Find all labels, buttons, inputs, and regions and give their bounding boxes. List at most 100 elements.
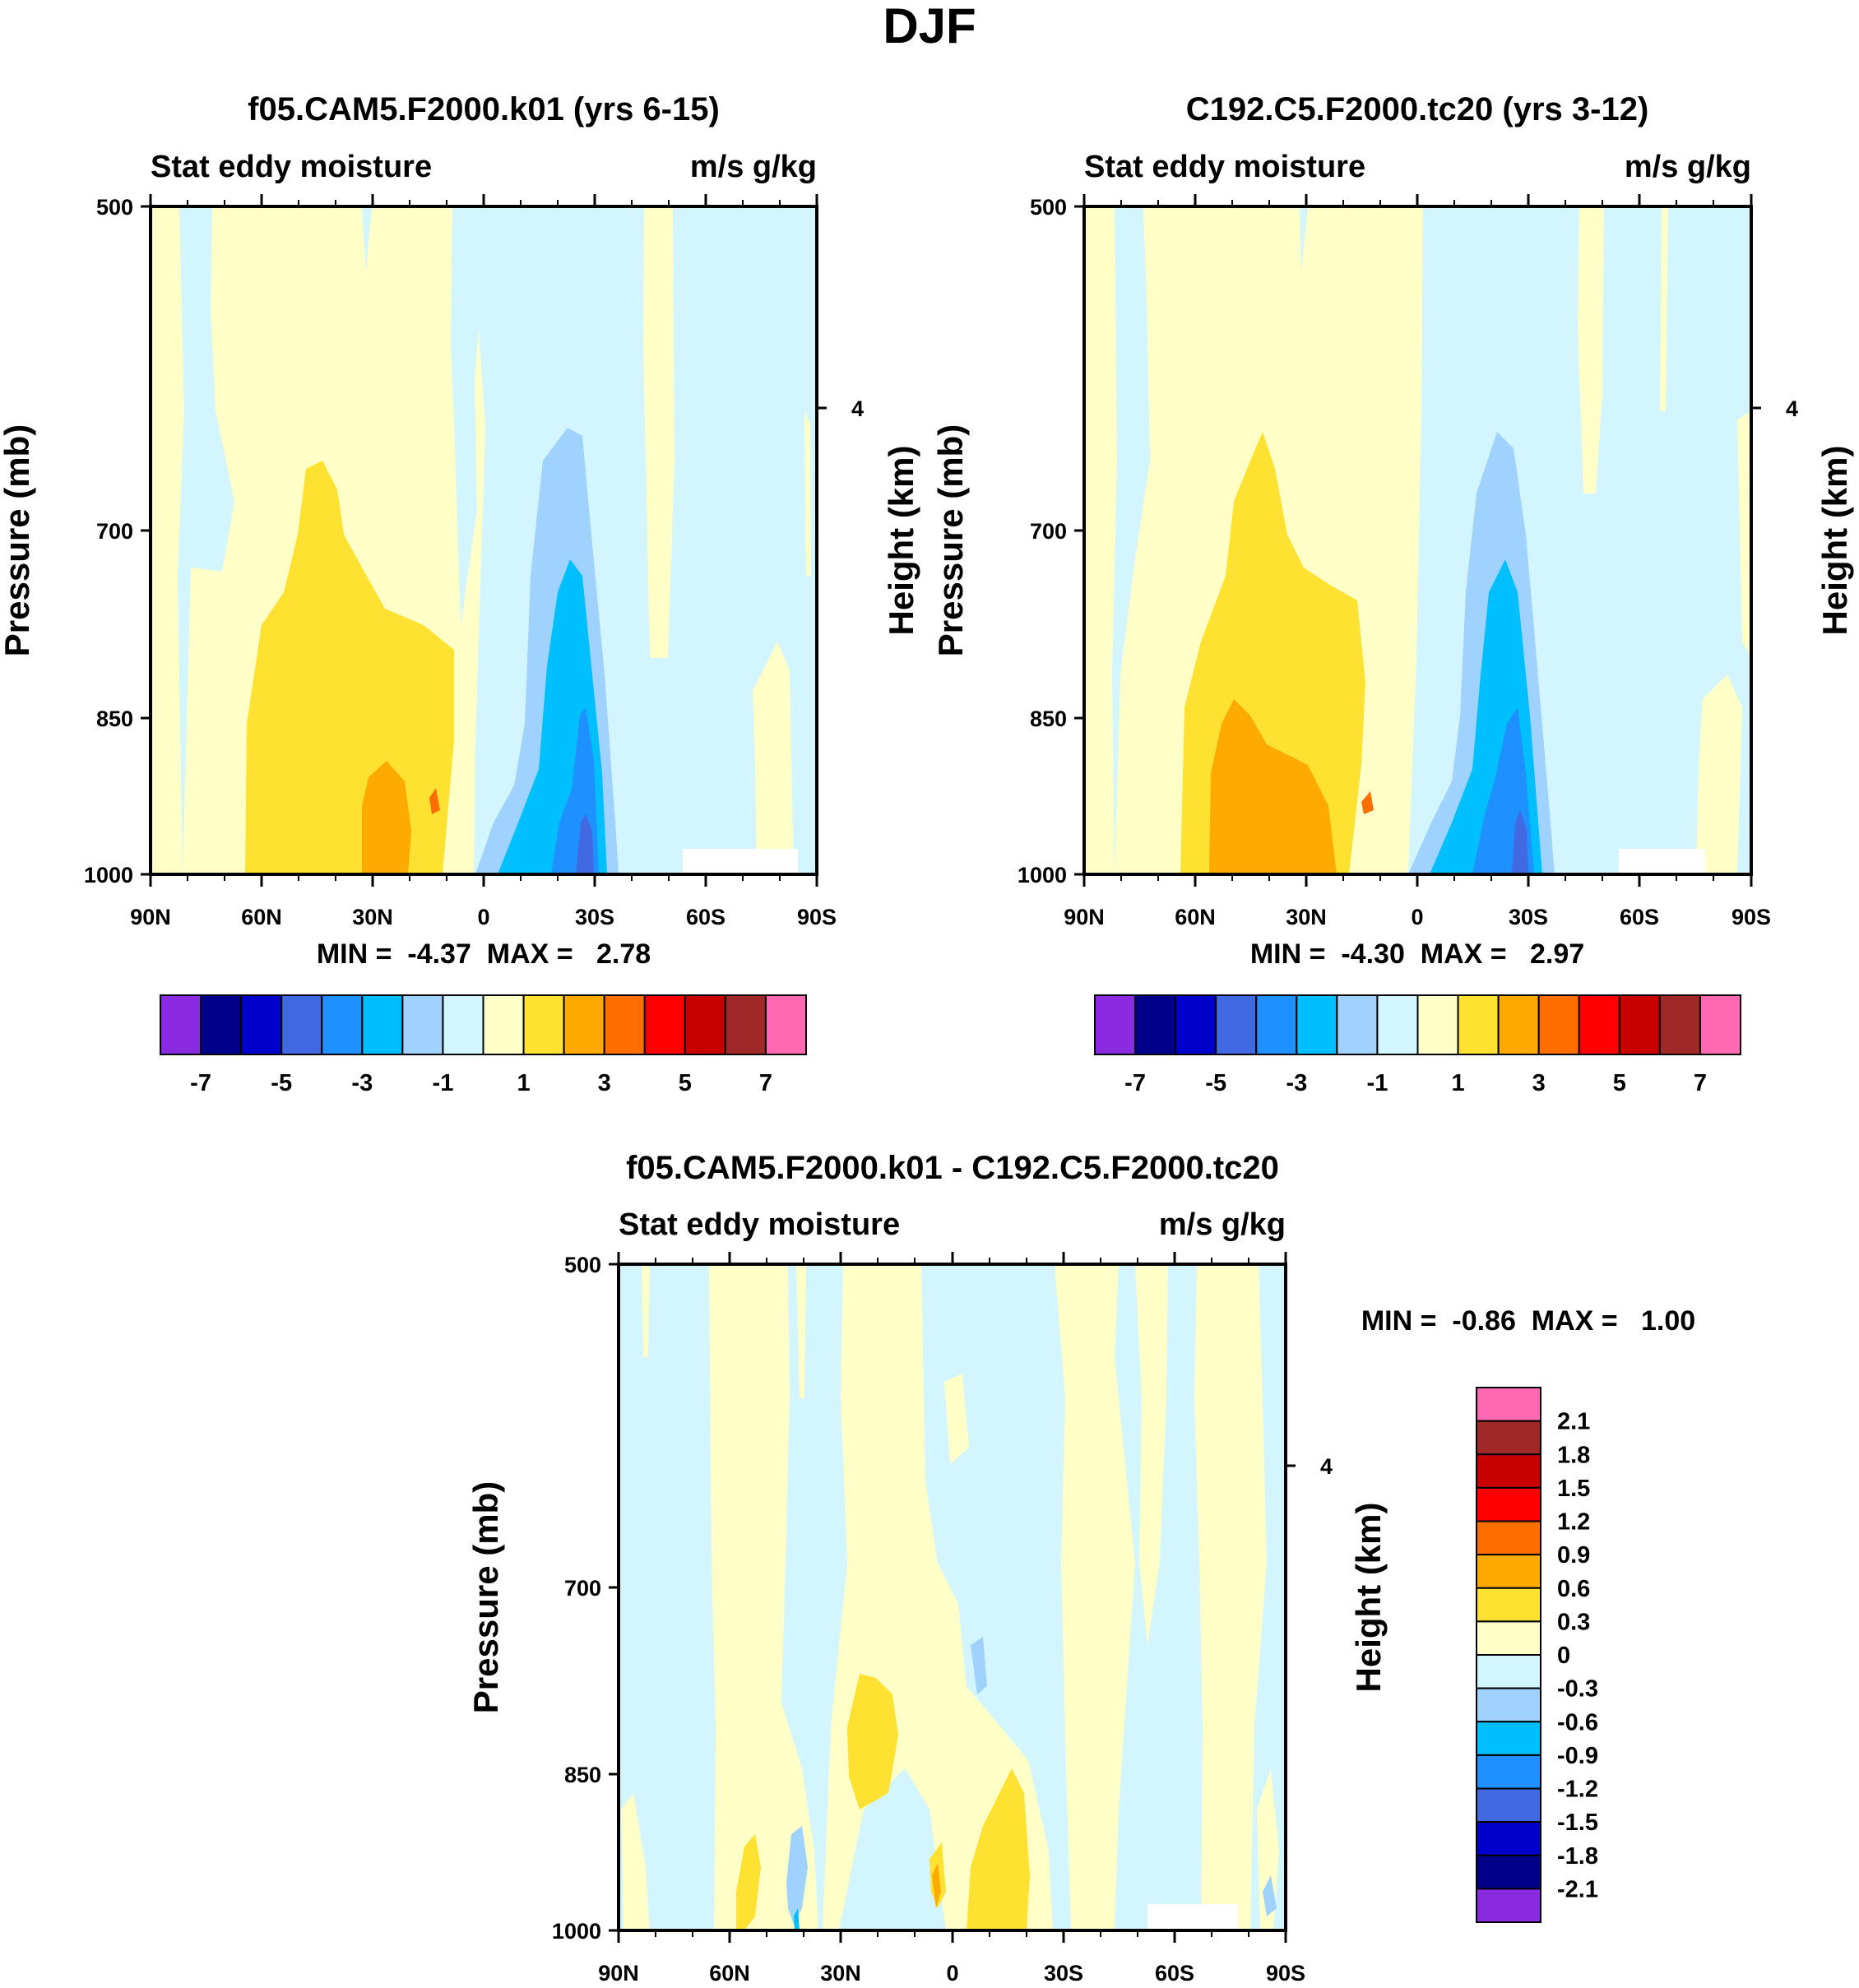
colorbar-3-swatch-9 [1476, 1687, 1541, 1723]
colorbar-1-swatch-13 [684, 994, 726, 1055]
colorbar-3-swatch-3 [1476, 1486, 1541, 1522]
colorbar-3-swatch-4 [1476, 1520, 1541, 1556]
panel-3-ytick-850: 850 [564, 1763, 601, 1787]
panel-3-fill-pos-2 [621, 1793, 650, 1930]
panel-2-fill-pos-3 [1578, 206, 1604, 494]
colorbar-1-swatch-1 [200, 994, 243, 1055]
panel-3-xtick-90n: 90N [598, 1961, 639, 1986]
colorbar-3-label-2: 1.5 [1557, 1476, 1590, 1502]
panel-1-xtick-60n: 60N [241, 905, 282, 929]
colorbar-1-label-3: -1 [433, 1070, 454, 1096]
panel-2-fill-pos-4 [1660, 206, 1668, 411]
colorbar-2-swatch-0 [1094, 994, 1137, 1055]
colorbar-3-swatch-1 [1476, 1420, 1541, 1456]
colorbar-3-swatch-7 [1476, 1620, 1541, 1656]
colorbar-3-swatch-0 [1476, 1387, 1541, 1422]
colorbar-1-label-5: 3 [598, 1070, 611, 1096]
colorbar-1-swatch-3 [280, 994, 323, 1055]
colorbar-1-swatch-8 [482, 994, 525, 1055]
colorbar-2-swatch-14 [1658, 994, 1701, 1055]
colorbar-3-label-1: 1.8 [1557, 1442, 1590, 1468]
panel-2-xtick-0: 0 [1411, 905, 1423, 929]
panel-3-minor-ticks [655, 1258, 1249, 1937]
panel-3-fill-pos-3 [709, 1264, 818, 1930]
panel-1-tick-marks [141, 194, 827, 887]
panel-2-fill-pos-9 [1361, 791, 1374, 814]
panel-3-xtick-60n: 60N [709, 1961, 750, 1986]
colorbar-3-label-12: -1.5 [1557, 1810, 1598, 1836]
colorbar-1-label-0: -7 [190, 1070, 211, 1096]
panel-3-xtick-30n: 30N [820, 1961, 861, 1986]
panel-1-fill-pos-6 [245, 461, 454, 874]
colorbar-3-swatch-5 [1476, 1554, 1541, 1589]
panel-3-fill-pos-15 [932, 1863, 941, 1908]
panel-2-ylabel: Pressure (mb) [931, 424, 970, 656]
panel-1-fill-pos-7 [362, 761, 411, 874]
colorbar-1-swatch-9 [522, 994, 565, 1055]
colorbar-3-label-13: -1.8 [1557, 1843, 1598, 1870]
colorbar-1-swatch-2 [240, 994, 283, 1055]
colorbar-1-label-4: 1 [517, 1070, 530, 1096]
colorbar-2-swatch-7 [1376, 994, 1419, 1055]
panel-1: f05.CAM5.F2000.k01 (yrs 6-15) Stat eddy … [0, 91, 920, 970]
panel-1-ylabel: Pressure (mb) [0, 424, 36, 656]
colorbar-2-swatch-15 [1699, 994, 1741, 1055]
colorbar-panel-3: 2.1 1.8 1.5 1.2 0.9 0.6 0.3 0 -0.3 -0.6 -0.9 -1.2 -1… [1476, 1387, 1598, 1923]
colorbar-2-swatch-10 [1497, 994, 1540, 1055]
colorbar-1-swatch-0 [160, 994, 202, 1055]
panel-3-variable-label: Stat eddy moisture [619, 1207, 900, 1242]
panel-1-ylabel-right: Height (km) [882, 446, 920, 636]
panel-1-ytick-500: 500 [96, 195, 133, 220]
panel-3-xtick-60s: 60S [1155, 1961, 1194, 1986]
panel-2-xtick-90n: 90N [1064, 905, 1105, 929]
panel-3-fill-pos-7 [1055, 1264, 1135, 1930]
panel-1-min-max: MIN = -4.37 MAX = 2.78 [317, 938, 651, 970]
panel-3-yright-tick-4: 4 [1320, 1454, 1333, 1479]
panel-3-fill-pos-13 [967, 1768, 1030, 1930]
panel-3-fill-neg-1 [786, 1826, 808, 1925]
panel-2-xtick-30s: 30S [1509, 905, 1548, 929]
panel-3-fill-pos-1 [642, 1264, 650, 1357]
colorbar-3-label-7: 0 [1557, 1643, 1570, 1669]
panel-1-fill-pos-3 [643, 206, 675, 658]
colorbar-3-label-10: -0.9 [1557, 1743, 1598, 1769]
colorbar-3-label-9: -0.6 [1557, 1709, 1598, 1735]
colorbar-1-swatch-5 [361, 994, 404, 1055]
colorbar-1-swatch-10 [563, 994, 605, 1055]
colorbar-2-label-4: 1 [1451, 1070, 1464, 1096]
colorbar-3-label-5: 0.6 [1557, 1576, 1590, 1602]
panel-2: C192.C5.F2000.tc20 (yrs 3-12) Stat eddy … [931, 91, 1854, 970]
colorbar-1-label-1: -5 [271, 1070, 292, 1096]
panel-2-xtick-60n: 60N [1175, 905, 1216, 929]
colorbar-2-label-6: 5 [1613, 1070, 1626, 1096]
colorbar-2-swatch-12 [1578, 994, 1620, 1055]
colorbar-3-swatch-15 [1476, 1888, 1541, 1923]
colorbar-2-swatch-13 [1618, 994, 1661, 1055]
colorbar-3-swatch-14 [1476, 1854, 1541, 1890]
panel-2-xtick-90s: 90S [1732, 905, 1771, 929]
panel-1-fill-pos-8 [429, 788, 440, 814]
panel-1-minor-ticks [187, 200, 781, 881]
panel-2-xtick-30n: 30N [1286, 905, 1327, 929]
colorbar-3-label-4: 0.9 [1557, 1542, 1590, 1569]
panel-1-ytick-850: 850 [96, 707, 133, 731]
colorbar-1-swatch-6 [401, 994, 444, 1055]
colorbar-3-label-11: -1.2 [1557, 1777, 1598, 1803]
panel-1-fill-pos-1 [151, 206, 184, 874]
colorbar-1-swatch-14 [724, 994, 767, 1055]
panel-3-ylabel: Pressure (mb) [466, 1481, 505, 1713]
panel-2-ylabel-right: Height (km) [1815, 446, 1854, 636]
panel-2-units-label: m/s g/kg [1625, 150, 1751, 184]
panel-2-ytick-1000: 1000 [1018, 863, 1067, 887]
panel-2-xtick-60s: 60S [1620, 905, 1659, 929]
panel-1-fill-missing [683, 849, 798, 874]
panel-2-ytick-700: 700 [1030, 519, 1067, 544]
colorbar-1-label-7: 7 [759, 1070, 772, 1096]
colorbar-2-swatch-4 [1255, 994, 1298, 1055]
panel-3: f05.CAM5.F2000.k01 - C192.C5.F2000.tc20 … [466, 1150, 1695, 1986]
panel-2-contour-field [1084, 206, 1751, 874]
panel-3-fill-missing [1147, 1904, 1238, 1930]
panel-3-contour-field [619, 1264, 1286, 1930]
panel-1-yright-tick-4: 4 [851, 396, 864, 421]
panel-3-min-max: MIN = -0.86 MAX = 1.00 [1361, 1305, 1695, 1337]
